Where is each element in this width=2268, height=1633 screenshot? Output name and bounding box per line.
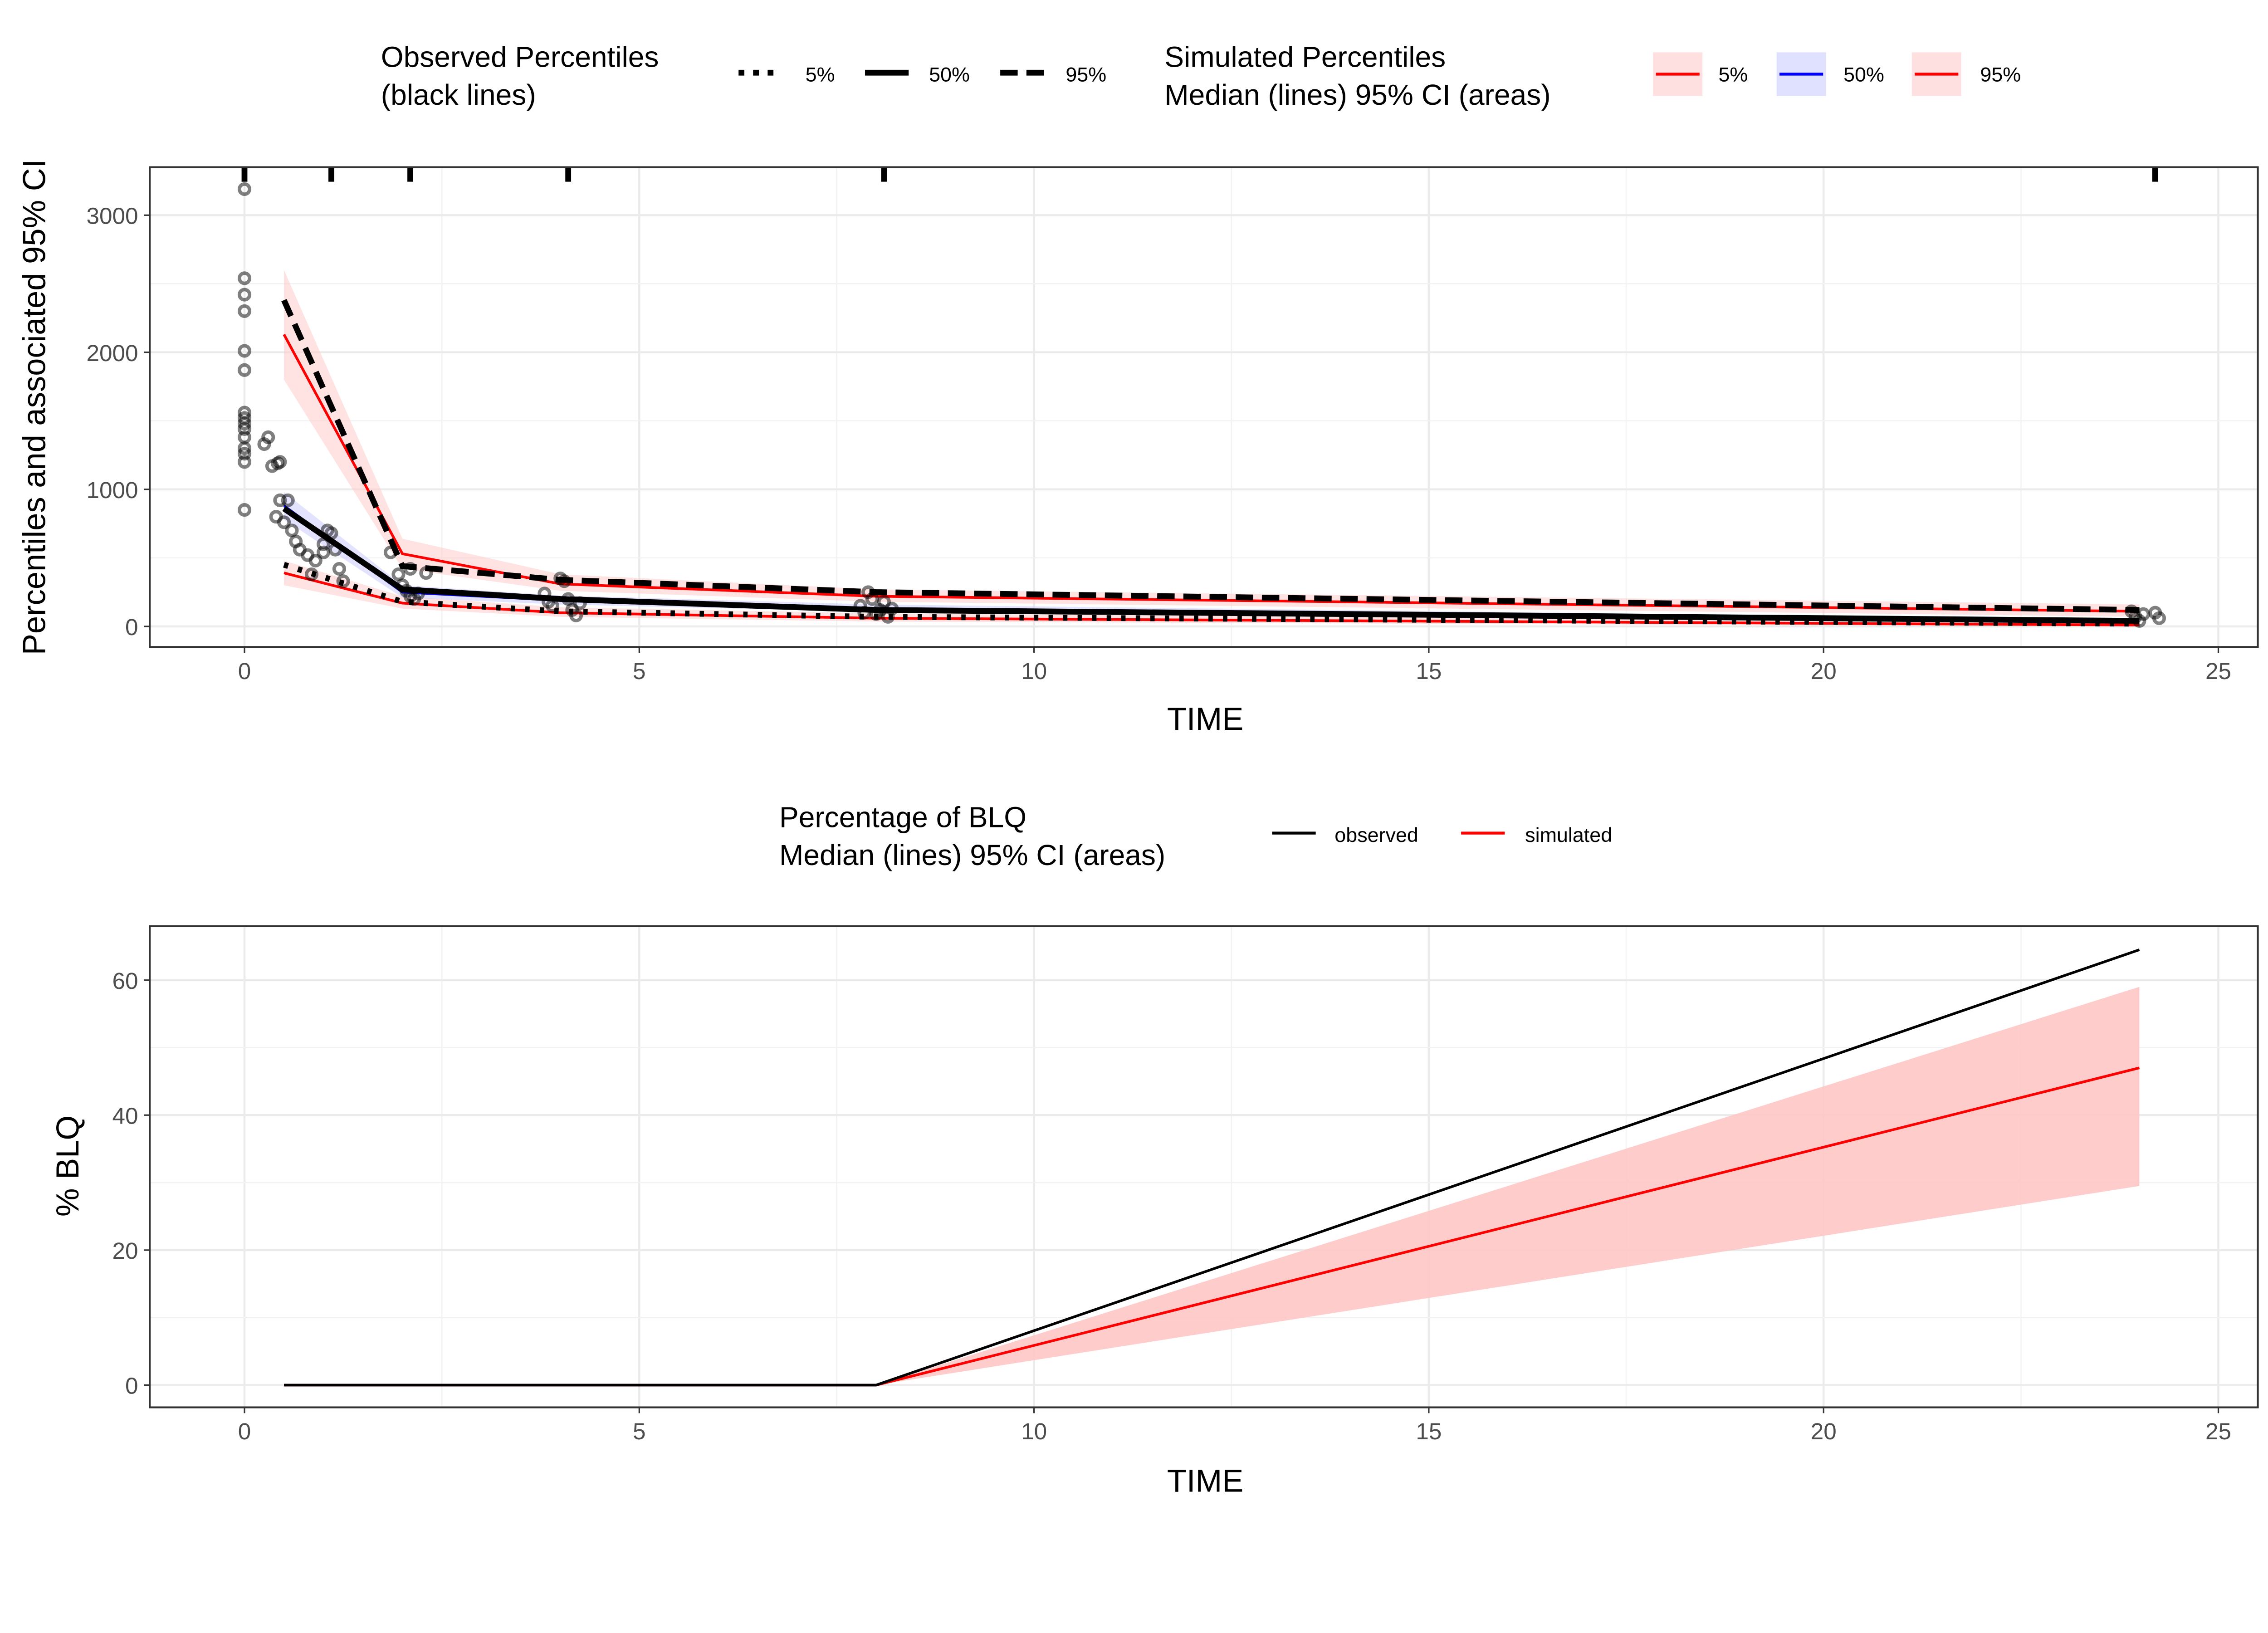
legend-blq-observed-label: observed xyxy=(1334,823,1418,846)
y-tick-label: 3000 xyxy=(86,203,138,229)
observation-point xyxy=(316,545,331,559)
observation-point xyxy=(237,455,252,469)
observation-point xyxy=(277,515,291,529)
y-axis-title-bottom: % BLQ xyxy=(49,1115,85,1217)
x-tick-label: 5 xyxy=(633,658,646,684)
legend-sim-5-label: 5% xyxy=(1718,63,1748,86)
vpc-figure: Observed Percentiles (black lines) 5% 50… xyxy=(16,40,2259,1498)
y-tick-label: 60 xyxy=(112,968,138,994)
observation-point xyxy=(237,447,252,461)
observation-point xyxy=(336,574,350,588)
legend-sim-95-label: 95% xyxy=(1980,63,2021,86)
observation-point xyxy=(261,430,275,444)
observation-point xyxy=(237,363,252,377)
observation-point xyxy=(391,567,406,582)
percentiles-panel: 0 1000 2000 3000 0 5 10 15 20 25 xyxy=(86,166,2259,684)
obs-percentile-line-95% xyxy=(281,299,2140,613)
x-axis-title-top: TIME xyxy=(1167,701,1243,737)
y-tick-label: 0 xyxy=(125,1373,138,1399)
legend-sim-50-label: 50% xyxy=(1843,63,1884,86)
observation-point xyxy=(237,344,252,358)
observation-point xyxy=(281,493,295,507)
legend-blq-title: Percentage of BLQ xyxy=(779,801,1026,834)
x-tick-label: 0 xyxy=(238,1418,251,1444)
observation-point xyxy=(237,441,252,455)
sim-median-line-95% xyxy=(283,333,2140,613)
observation-point xyxy=(237,503,252,517)
observation-point xyxy=(237,416,252,430)
legend-blq-subtitle: Median (lines) 95% CI (areas) xyxy=(779,839,1165,871)
observation-point xyxy=(304,567,319,582)
blq-sim-ci-band xyxy=(284,987,2140,1385)
observation-point xyxy=(2136,607,2151,621)
observation-point xyxy=(237,422,252,436)
y-tick-label: 40 xyxy=(112,1103,138,1129)
legend-sim-subtitle: Median (lines) 95% CI (areas) xyxy=(1164,78,1550,111)
legend-obs-5-label: 5% xyxy=(806,63,835,86)
y-tick-label: 0 xyxy=(125,614,138,640)
panel-border xyxy=(149,166,2259,648)
x-tick-label: 25 xyxy=(2205,1418,2231,1444)
blq-panel: 0 20 40 60 0 5 10 15 20 25 xyxy=(112,925,2259,1444)
observation-point xyxy=(237,288,252,302)
legend-blq-simulated-label: simulated xyxy=(1525,823,1612,846)
legends: Observed Percentiles (black lines) 5% 50… xyxy=(381,40,2021,871)
observation-point xyxy=(237,304,252,318)
y-axis-title-top: Percentiles and associated 95% CI xyxy=(16,159,52,655)
legend-sim-title: Simulated Percentiles xyxy=(1164,40,1446,73)
observation-point xyxy=(237,271,252,285)
x-tick-label: 25 xyxy=(2205,658,2231,684)
sim-ci-band-95% xyxy=(284,270,2140,617)
obs-percentile-line-5% xyxy=(283,562,2140,627)
observation-point xyxy=(332,562,346,576)
observation-point xyxy=(569,608,583,622)
legend-obs-50-label: 50% xyxy=(929,63,970,86)
observation-point xyxy=(273,493,287,507)
obs-percentile-line-50% xyxy=(282,506,2140,624)
y-tick-label: 1000 xyxy=(86,477,138,503)
observation-point xyxy=(285,523,299,538)
legend-obs-95-label: 95% xyxy=(1066,63,1106,86)
observation-point xyxy=(308,553,323,567)
observation-point xyxy=(877,595,891,609)
x-tick-label: 15 xyxy=(1416,658,1442,684)
x-axis-title-bottom: TIME xyxy=(1167,1462,1243,1498)
x-tick-label: 0 xyxy=(238,658,251,684)
blq-observed-line xyxy=(284,949,2140,1387)
x-tick-label: 20 xyxy=(1811,658,1837,684)
observation-point xyxy=(237,182,252,196)
x-tick-label: 10 xyxy=(1021,658,1047,684)
legend-observed-title: Observed Percentiles xyxy=(381,40,659,73)
panel-border xyxy=(149,925,2259,1408)
x-tick-label: 20 xyxy=(1811,1418,1837,1444)
observation-point xyxy=(273,455,287,469)
observation-point xyxy=(2152,611,2166,625)
x-tick-label: 10 xyxy=(1021,1418,1047,1444)
y-tick-label: 20 xyxy=(112,1238,138,1264)
x-tick-label: 15 xyxy=(1416,1418,1442,1444)
observation-point xyxy=(316,537,331,551)
y-tick-label: 2000 xyxy=(86,340,138,366)
legend-observed-subtitle: (black lines) xyxy=(381,78,536,111)
x-tick-label: 5 xyxy=(633,1418,646,1444)
